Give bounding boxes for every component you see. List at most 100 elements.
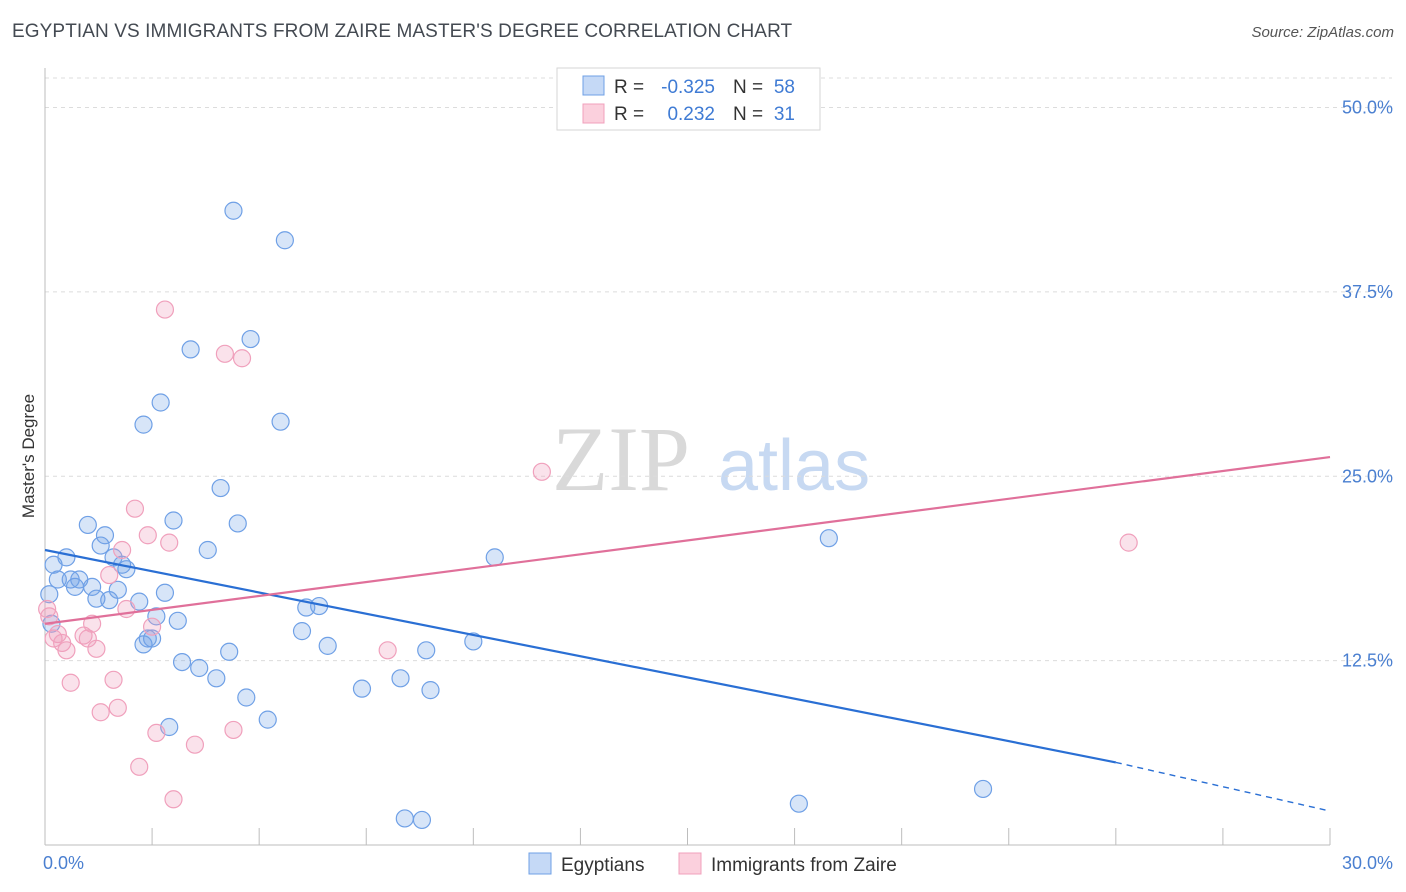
- y-tick-label: 25.0%: [1342, 466, 1393, 486]
- zaire-trend-line: [44, 455, 1331, 625]
- trend-lines: [44, 455, 1331, 812]
- legend-r-label-2: R =: [614, 104, 644, 125]
- egyptians-point: [241, 329, 260, 349]
- axes: [44, 68, 1331, 846]
- zaire-point: [1119, 533, 1138, 552]
- legend-n-value-2: 31: [774, 104, 795, 125]
- egyptians-point: [138, 629, 157, 648]
- egyptians-point: [318, 636, 337, 655]
- egyptians-point: [164, 511, 183, 530]
- egyptians-point: [275, 231, 294, 250]
- egyptians-point: [117, 560, 136, 579]
- zaire-point: [38, 599, 57, 619]
- egyptians-point: [417, 641, 436, 660]
- egyptians-point: [228, 514, 247, 533]
- egyptians-point: [134, 415, 153, 434]
- egyptians-point: [95, 526, 115, 545]
- series-legend: Egyptians Immigrants from Zaire: [528, 852, 897, 876]
- egyptians-point: [258, 710, 277, 729]
- y-tick-label: 37.5%: [1342, 282, 1393, 302]
- legend-swatch-zaire: [582, 103, 605, 124]
- egyptians-point: [83, 577, 102, 596]
- legend-n-label-1: N =: [733, 77, 763, 98]
- zaire-point: [185, 735, 205, 754]
- series-legend-swatch-egyptians: [528, 852, 552, 875]
- zaire-point: [112, 540, 132, 560]
- egyptians-point: [108, 580, 127, 599]
- egyptians-point: [220, 642, 239, 661]
- zaire-point: [224, 720, 243, 740]
- egyptians-point: [190, 658, 209, 678]
- zaire-point: [108, 698, 127, 717]
- chart-source: Source: ZipAtlas.com: [1251, 24, 1394, 41]
- legend-r-value-1: -0.325: [661, 77, 715, 98]
- y-axis-label: Master's Degree: [19, 394, 38, 518]
- legend-swatch-egyptians: [582, 75, 605, 96]
- x-tick-label-max: 30.0%: [1342, 853, 1393, 873]
- tick-labels: 12.5% 25.0% 37.5% 50.0% 0.0% 30.0%: [43, 98, 1393, 874]
- egyptians-trend-extension: [1115, 761, 1331, 812]
- data-points: [38, 201, 1138, 830]
- zaire-point: [91, 703, 110, 722]
- zaire-point: [100, 565, 119, 585]
- series-legend-label-egyptians: Egyptians: [561, 855, 644, 876]
- zaire-point: [164, 790, 183, 809]
- egyptians-point: [57, 548, 76, 567]
- egyptians-point: [181, 340, 200, 359]
- zaire-point: [83, 614, 102, 633]
- series-legend-swatch-zaire: [678, 852, 702, 875]
- egyptians-point: [168, 611, 187, 630]
- zaire-point: [142, 617, 162, 636]
- watermark: ZIP atlas: [552, 408, 870, 510]
- egyptians-point: [421, 681, 440, 700]
- egyptians-point: [395, 809, 414, 828]
- egyptians-point: [292, 622, 312, 641]
- egyptians-point: [237, 688, 256, 707]
- egyptians-point: [789, 794, 808, 813]
- egyptians-point: [91, 536, 110, 555]
- zaire-point: [130, 757, 149, 776]
- zaire-point: [125, 499, 145, 518]
- egyptians-point: [211, 478, 230, 498]
- zaire-point: [155, 300, 175, 319]
- egyptians-point: [391, 669, 410, 688]
- zaire-point: [61, 673, 80, 692]
- egyptians-point: [207, 669, 226, 688]
- zaire-point: [532, 462, 551, 481]
- egyptians-point: [147, 607, 166, 626]
- zaire-point: [147, 723, 166, 743]
- egyptians-point: [485, 548, 504, 567]
- zaire-point: [138, 526, 157, 545]
- zaire-point: [48, 624, 67, 644]
- egyptians-point: [819, 529, 838, 548]
- zaire-point: [57, 641, 76, 660]
- chart-title: EGYPTIAN VS IMMIGRANTS FROM ZAIRE MASTER…: [12, 21, 793, 42]
- zaire-point: [40, 607, 59, 626]
- gridlines: [45, 77, 1392, 662]
- legend-r-value-2: 0.232: [667, 104, 715, 125]
- legend-n-value-1: 58: [774, 77, 795, 98]
- egyptians-point: [198, 540, 217, 560]
- egyptians-point: [78, 515, 97, 535]
- zaire-point: [160, 533, 179, 552]
- egyptians-point: [352, 679, 372, 698]
- egyptians-point: [464, 632, 483, 651]
- zaire-point: [215, 344, 234, 363]
- egyptians-point: [271, 412, 290, 431]
- egyptians-point: [48, 570, 67, 589]
- egyptians-point: [224, 201, 243, 220]
- legend-n-label-2: N =: [733, 104, 763, 125]
- egyptians-point: [151, 393, 170, 412]
- zaire-point: [232, 349, 252, 368]
- y-tick-label: 12.5%: [1342, 651, 1393, 671]
- zaire-point: [87, 639, 106, 658]
- egyptians-point: [155, 583, 175, 602]
- egyptians-point: [40, 585, 59, 604]
- egyptians-point: [412, 810, 432, 830]
- egyptians-point: [973, 779, 993, 799]
- stats-legend: R = -0.325 N = 58 R = 0.232 N = 31: [556, 67, 821, 131]
- legend-r-label-1: R =: [614, 77, 644, 98]
- watermark-zip-text: ZIP: [552, 408, 690, 510]
- series-legend-label-zaire: Immigrants from Zaire: [711, 855, 897, 876]
